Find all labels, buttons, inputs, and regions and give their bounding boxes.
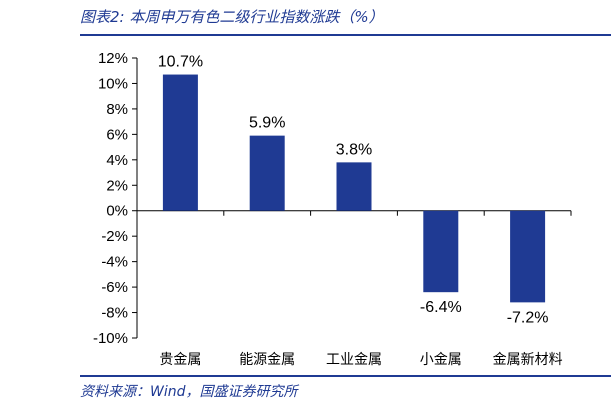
category-label-4: 金属新材料 (493, 352, 563, 368)
category-label-3: 小金属 (420, 352, 462, 368)
y-tick-label: 8% (106, 101, 128, 118)
bar-4 (510, 210, 546, 303)
y-tick-label: 6% (106, 126, 128, 143)
data-label-3: -6.4% (420, 299, 462, 316)
top-rule (80, 34, 611, 36)
label-layer: 10.7% 贵金属 5.9% 能源金属 3.8% 工业金属 -6.4% 小金属 -7.2% 金属新… (158, 54, 563, 368)
y-tick-label: -10% (93, 330, 128, 347)
data-label-1: 5.9% (249, 115, 285, 132)
bar-1 (249, 135, 285, 211)
category-label-1: 能源金属 (239, 352, 295, 368)
y-tick-label: -4% (101, 254, 128, 271)
y-tick-label: -8% (101, 305, 128, 322)
bar-0 (162, 74, 198, 211)
data-label-0: 10.7% (158, 54, 203, 71)
y-tick-label: 12% (98, 50, 128, 67)
data-label-2: 3.8% (336, 141, 372, 158)
category-label-2: 工业金属 (326, 352, 382, 368)
y-tick-label: 10% (98, 75, 128, 92)
bar-layer (162, 74, 546, 303)
category-label-0: 贵金属 (159, 352, 201, 368)
data-label-4: -7.2% (507, 309, 549, 326)
y-tick-label: -2% (101, 228, 128, 245)
y-tick-label: -6% (101, 279, 128, 296)
bar-3 (423, 210, 459, 293)
y-tick-label: 2% (106, 177, 128, 194)
axis-layer: 12% 10% 8% 6% 4% 2% 0% -2% -4% -6% -8% -10% (93, 50, 572, 347)
bar-2 (336, 162, 372, 211)
figure-title: 图表2: 本周申万有色二级行业指数涨跌（%） (80, 8, 384, 26)
source-note: 资料来源：Wind，国盛证券研究所 (80, 384, 298, 400)
y-tick-label: 4% (106, 152, 128, 169)
y-tick-label: 0% (106, 203, 128, 220)
bottom-rule (80, 375, 611, 377)
